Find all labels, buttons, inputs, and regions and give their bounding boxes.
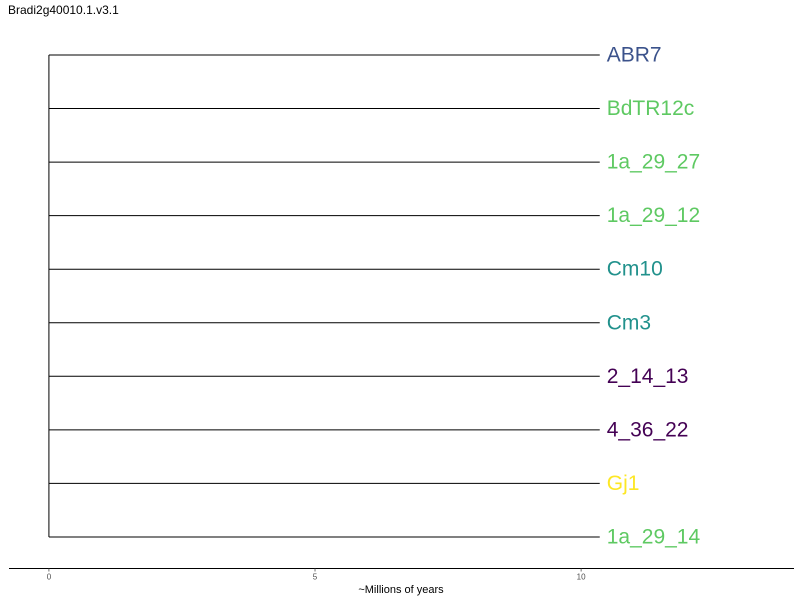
tip-label: BdTR12c (607, 97, 695, 120)
tip-label: 1a_29_27 (607, 151, 700, 174)
x-axis: 0 5 10 ~Millions of years (9, 568, 794, 596)
x-tick-label: 5 (313, 573, 318, 582)
tip-label: 1a_29_14 (607, 525, 701, 548)
x-axis-title: ~Millions of years (358, 584, 444, 596)
tip-label: Gj1 (607, 472, 640, 495)
x-axis-ticks: 0 5 10 (47, 568, 586, 582)
tip-label: Cm10 (607, 258, 663, 281)
x-tick-label: 10 (577, 573, 586, 582)
tree-branches (48, 54, 600, 538)
tip-label: Cm3 (607, 311, 651, 334)
tip-label: 2_14_13 (607, 365, 689, 388)
x-tick-label: 0 (47, 573, 52, 582)
tip-labels: ABR7 BdTR12c 1a_29_27 1a_29_12 Cm10 Cm3 2_14_1… (607, 44, 701, 549)
tip-label: 1a_29_12 (607, 204, 700, 227)
plot-title: Bradi2g40010.1.v3.1 (8, 3, 119, 17)
tip-label: 4_36_22 (607, 418, 689, 441)
tip-label: ABR7 (607, 44, 662, 67)
